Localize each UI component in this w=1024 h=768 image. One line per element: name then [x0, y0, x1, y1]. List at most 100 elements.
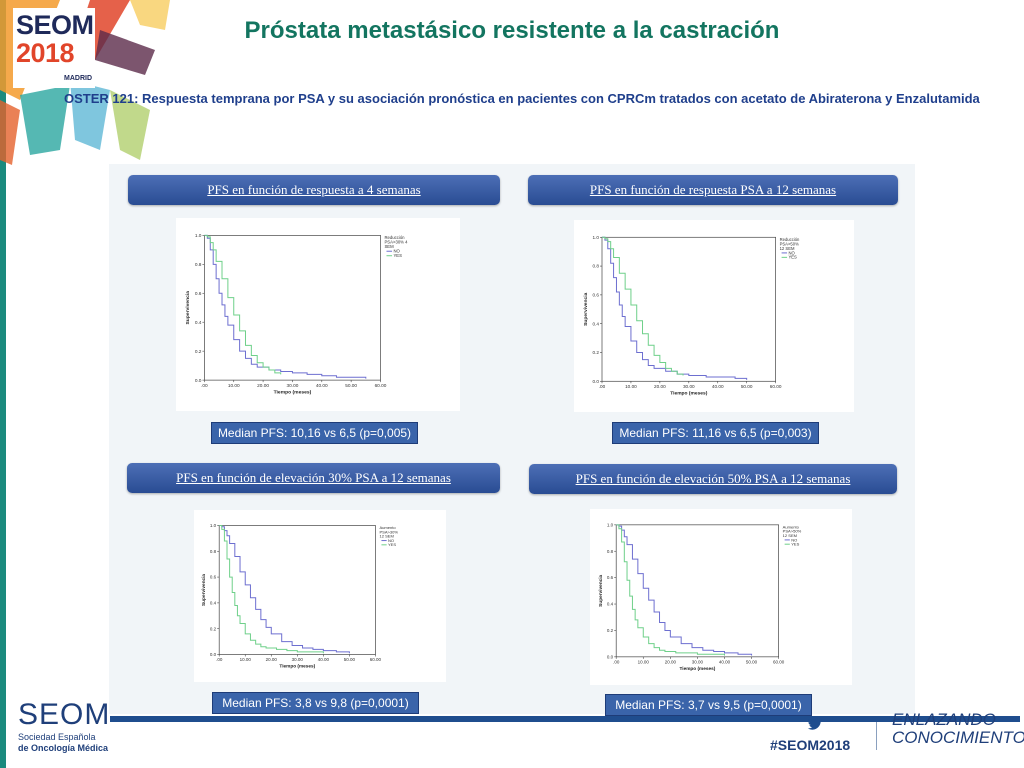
y-axis-label: Supervivencia — [185, 291, 191, 325]
legend-title-line: SEM — [384, 244, 394, 249]
x-tick-label: 50.00 — [741, 384, 753, 389]
x-axis-label: Tiempo (meses) — [274, 390, 312, 396]
twitter-icon — [807, 718, 823, 730]
x-tick-label: 20.00 — [257, 383, 269, 389]
footer-divider-line — [110, 716, 1020, 722]
panel-title-4: PFS en función de elevación 50% PSA a 12… — [529, 464, 897, 494]
y-axis-label: Supervivencia — [598, 574, 604, 606]
seom-footer-subtitle-1: Sociedad Española — [18, 732, 96, 742]
chart-frame-2: 0.0 0.2 0.4 0.6 0.8 1.0 .00 10.00 20.00 30.00 40.0… — [574, 220, 854, 412]
legend-title-line: Aumento — [783, 524, 800, 529]
y-tick-label: 0.8 — [607, 549, 614, 554]
slide-title: Próstata metastásico resistente a la cas… — [244, 17, 780, 44]
y-tick-label: 0.4 — [593, 321, 600, 326]
km-chart-2: 0.0 0.2 0.4 0.6 0.8 1.0 .00 10.00 20.00 30.00 40.0… — [583, 235, 800, 397]
seom-footer-subtitle-2: de Oncología Médica — [18, 743, 109, 753]
legend-title-line: 12 SEM — [780, 246, 795, 251]
median-label-1: Median PFS: 10,16 vs 6,5 (p=0,005) — [211, 422, 418, 444]
x-tick-label: 40.00 — [316, 383, 328, 389]
legend-title-line: 12 SEM — [783, 533, 798, 538]
left-accent-bar — [0, 0, 6, 768]
y-tick-label: 0.0 — [607, 654, 614, 659]
x-tick-label: 20.00 — [665, 659, 677, 664]
legend-title-line: PSA>50% — [780, 241, 799, 246]
x-tick-label: 50.00 — [746, 659, 758, 664]
y-tick-label: 0.6 — [593, 293, 600, 298]
x-tick-label: 30.00 — [692, 659, 704, 664]
legend-title-line: Aumento — [379, 525, 396, 530]
legend-entry: YES — [388, 542, 396, 547]
plot-area — [615, 524, 779, 658]
footer-vertical-divider — [876, 722, 877, 750]
series-line-no — [616, 524, 753, 656]
km-chart-1: 0.0 0.2 0.4 0.6 0.8 1.0 .00 10.00 20.00 30.00 40.0… — [185, 233, 408, 396]
y-axis-label: Supervivencia — [201, 574, 207, 606]
series-line-yes — [616, 524, 725, 656]
series-line-no — [204, 234, 367, 379]
x-tick-label: 10.00 — [240, 657, 252, 662]
x-tick-label: 50.00 — [345, 383, 357, 389]
y-tick-label: 0.8 — [195, 262, 202, 268]
series-line-yes — [204, 234, 282, 375]
chart-frame-4: 0.0 0.2 0.4 0.6 0.8 1.0 .00 10.00 20.00 30.00 40.0… — [590, 509, 852, 685]
legend-entry: YES — [791, 542, 799, 547]
legend-title-line: PSA>30% 4 — [384, 240, 408, 245]
x-tick-label: 10.00 — [625, 384, 637, 389]
y-tick-label: 0.0 — [210, 652, 217, 657]
hashtag-text: #SEOM2018 — [770, 737, 851, 753]
y-tick-label: 0.4 — [210, 600, 217, 605]
slide-subtitle: OSTER 121: Respuesta temprana por PSA y … — [64, 91, 980, 106]
x-tick-label: 60.00 — [770, 384, 782, 389]
legend-entry: NO — [388, 538, 394, 543]
x-tick-label: .00 — [599, 384, 606, 389]
panel-title-1: PFS en función de respuesta a 4 semanas — [128, 175, 500, 205]
legend-entry: YES — [788, 255, 797, 260]
legend-entry: YES — [393, 253, 402, 258]
y-tick-label: 0.8 — [593, 264, 600, 269]
legend-title-line: PSA>50% — [783, 529, 802, 534]
logo-city-text: MADRID — [64, 75, 92, 82]
x-tick-label: .00 — [216, 657, 223, 662]
plot-area — [218, 525, 376, 655]
plot-area — [204, 235, 381, 381]
chart-frame-3: 0.0 0.2 0.4 0.6 0.8 1.0 .00 10.00 20.00 30.00 40.0… — [194, 510, 446, 682]
y-tick-label: 0.2 — [195, 349, 202, 355]
logo-seom-text: SEOM — [16, 10, 94, 40]
x-tick-label: 40.00 — [318, 657, 330, 662]
y-tick-label: 0.2 — [210, 626, 217, 631]
x-tick-label: 60.00 — [370, 657, 382, 662]
series-line-yes — [219, 524, 324, 654]
legend-title-line: Reducción — [384, 235, 405, 240]
series-line-no — [219, 524, 350, 654]
x-tick-label: 50.00 — [344, 657, 356, 662]
legend-title-line: PSA>30% — [379, 529, 398, 534]
logo-box — [13, 8, 95, 88]
legend-entry: NO — [393, 249, 400, 254]
y-tick-label: 1.0 — [195, 233, 202, 239]
x-tick-label: 10.00 — [638, 659, 650, 664]
x-tick-label: 60.00 — [375, 383, 387, 389]
legend-entry: NO — [791, 537, 797, 542]
x-axis-label: Tiempo (meses) — [279, 663, 315, 669]
chart-frame-1: 0.0 0.2 0.4 0.6 0.8 1.0 .00 10.00 20.00 30.00 40.0… — [176, 218, 460, 411]
x-tick-label: .00 — [613, 659, 620, 664]
x-tick-label: 20.00 — [266, 657, 278, 662]
y-tick-label: 1.0 — [607, 522, 614, 527]
y-tick-label: 0.4 — [195, 320, 202, 326]
x-tick-label: 20.00 — [654, 384, 666, 389]
series-line-yes — [602, 236, 684, 376]
median-label-2: Median PFS: 11,16 vs 6,5 (p=0,003) — [612, 422, 819, 444]
x-tick-label: 40.00 — [712, 384, 724, 389]
slogan-line-2: CONOCIMIENTO — [892, 728, 1024, 747]
km-chart-4: 0.0 0.2 0.4 0.6 0.8 1.0 .00 10.00 20.00 30.00 40.0… — [598, 522, 802, 671]
panel-title-3: PFS en función de elevación 30% PSA a 12… — [127, 463, 500, 493]
y-tick-label: 1.0 — [210, 523, 217, 528]
x-tick-label: 10.00 — [228, 383, 240, 389]
y-tick-label: 0.0 — [593, 379, 600, 384]
y-tick-label: 0.6 — [210, 575, 217, 580]
km-chart-3: 0.0 0.2 0.4 0.6 0.8 1.0 .00 10.00 20.00 30.00 40.0… — [201, 523, 399, 669]
y-tick-label: 0.6 — [607, 575, 614, 580]
x-tick-label: 40.00 — [719, 659, 731, 664]
median-label-3: Median PFS: 3,8 vs 9,8 (p=0,0001) — [212, 692, 419, 714]
y-tick-label: 1.0 — [593, 235, 600, 240]
